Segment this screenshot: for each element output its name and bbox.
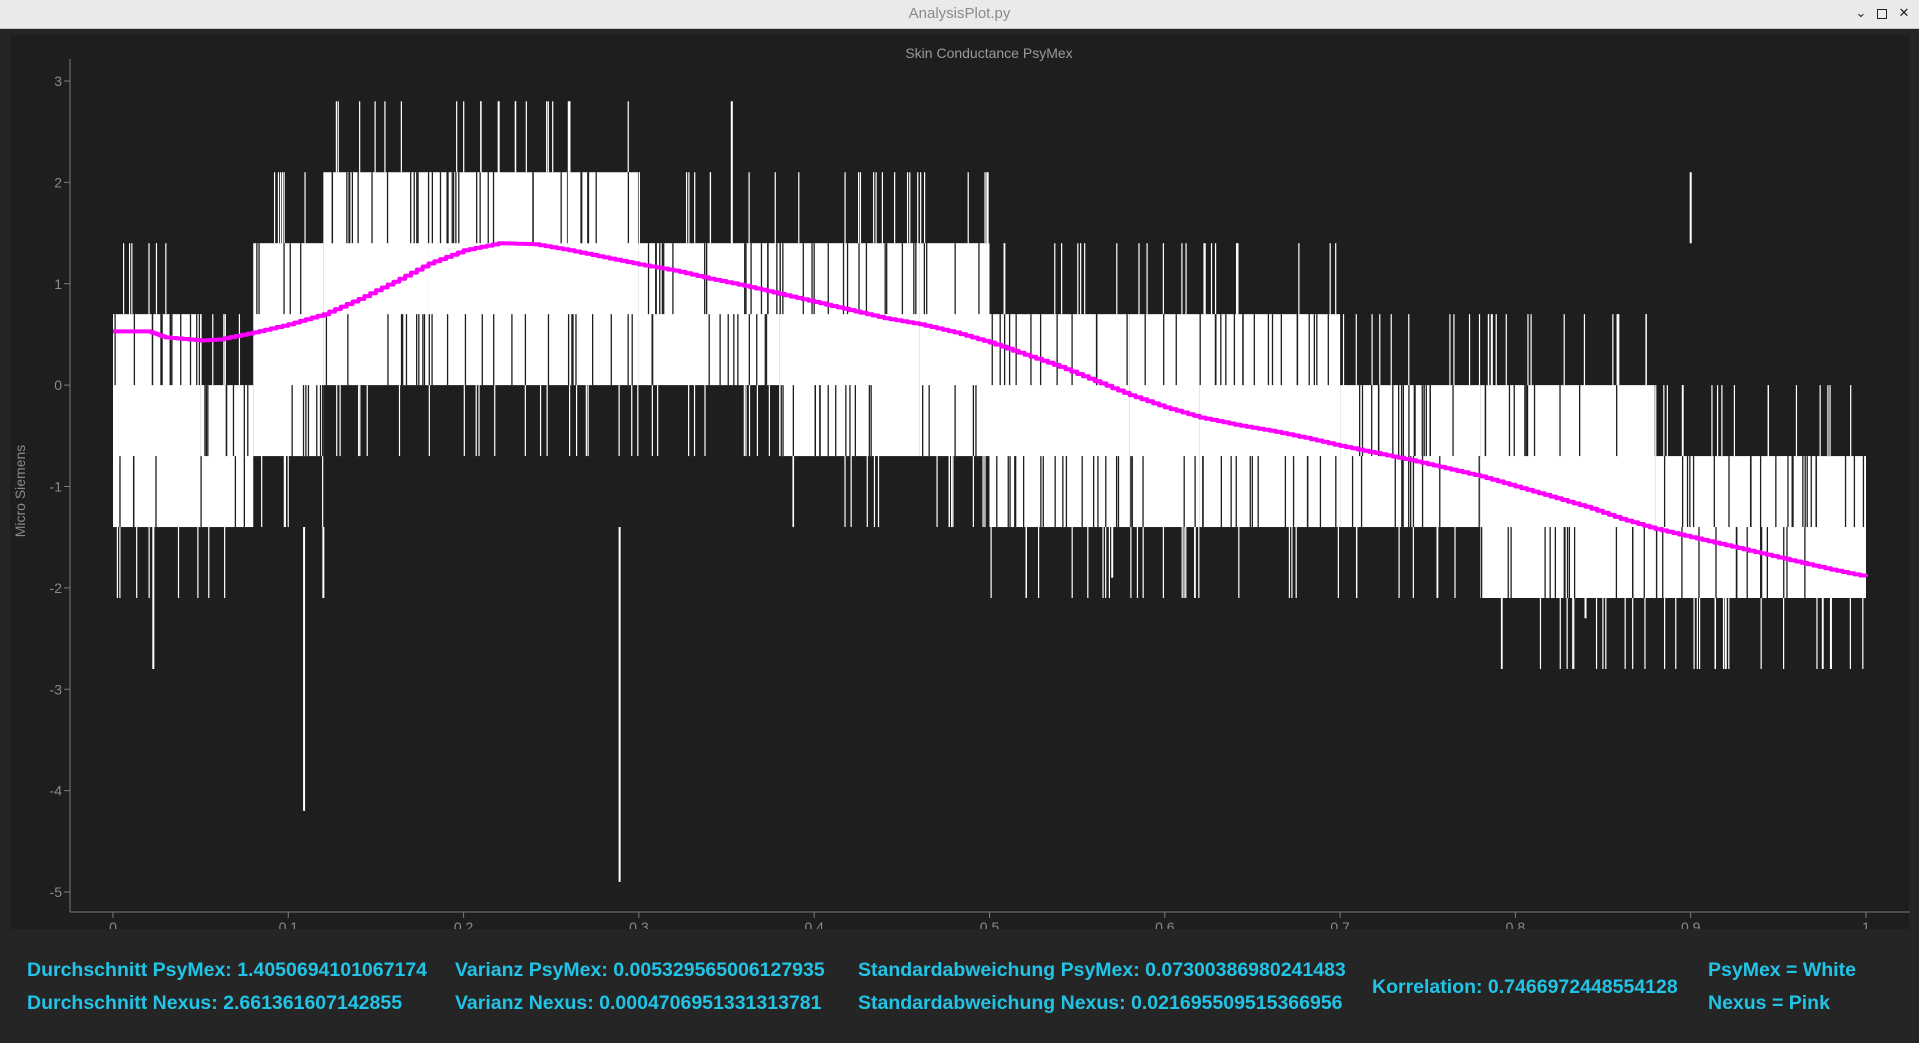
psymex-band-2 [253,243,324,457]
y-tick-label-1: 2 [54,174,62,190]
psymex-band-7 [919,243,990,457]
window-titlebar[interactable]: AnalysisPlot.py ⌄ ✕ [0,0,1919,29]
y-tick-label-2: 1 [54,276,62,292]
minimize-button[interactable]: ⌄ [1851,4,1871,24]
y-tick-label-4: -1 [50,479,63,495]
x-tick-label-0: 0 [109,919,117,929]
mean-nexus: Durchschnitt Nexus: 2.661361607142855 [27,992,403,1014]
x-tick-label-10: 1 [1862,919,1870,929]
nexus-line [113,241,1868,578]
chart-title: Skin Conductance PsyMex [905,45,1072,61]
x-tick-label-1: 0.1 [279,919,299,929]
y-tick-label-3: 0 [54,377,62,393]
chevron-down-icon: ⌄ [1855,6,1867,21]
psymex-band-6 [779,243,920,457]
mean-psymex: Durchschnitt PsyMex: 1.4050694101067174 [27,959,427,981]
x-tick-label-6: 0.6 [1155,919,1175,929]
correlation: Korrelation: 0.7466972448554128 [1372,976,1678,998]
psymex-band-3 [323,172,429,386]
variance-nexus: Varianz Nexus: 0.0004706951331313781 [455,992,822,1014]
x-tick-label-4: 0.4 [804,919,824,929]
y-tick-label-7: -4 [50,783,63,799]
psymex-band-0 [113,314,201,528]
psymex-band-9 [1129,314,1200,528]
stddev-nexus: Standardabweichung Nexus: 0.021695509515… [858,992,1343,1014]
maximize-button[interactable] [1872,4,1892,24]
y-axis-label: Micro Siemens [12,445,28,538]
stddev-psymex: Standardabweichung PsyMex: 0.07300386980… [858,959,1346,981]
square-icon [1877,9,1887,19]
close-icon: ✕ [1898,6,1910,21]
y-tick-label-8: -5 [50,884,63,900]
x-tick-label-7: 0.7 [1330,919,1350,929]
window-title: AnalysisPlot.py [908,5,1011,22]
stats-panel: Durchschnitt PsyMex: 1.4050694101067174 … [0,929,1919,1043]
chart[interactable]: Skin Conductance PsyMex Micro Siemens 3 2… [0,29,1919,929]
x-tick-label-8: 0.8 [1506,919,1526,929]
x-tick-label-3: 0.3 [629,919,649,929]
x-tick-label-5: 0.5 [980,919,1000,929]
y-tick-label-6: -3 [50,681,63,697]
y-tick-label-5: -2 [50,580,63,596]
axes: 3 2 1 0 -1 -2 -3 -4 -5 0 0.1 0.2 0.3 0.4 0.5 0.6 0.7 0.8 0… [50,59,1910,929]
psymex-texture [114,101,1865,669]
legend-nexus: Nexus = Pink [1708,992,1830,1014]
plot-area [113,101,1868,882]
variance-psymex: Varianz PsyMex: 0.005329565006127935 [455,959,825,981]
close-button[interactable]: ✕ [1894,4,1914,24]
legend-psymex: PsyMex = White [1708,959,1856,981]
y-tick-label-0: 3 [54,73,62,89]
x-tick-label-9: 0.9 [1681,919,1701,929]
x-tick-label-2: 0.2 [454,919,474,929]
